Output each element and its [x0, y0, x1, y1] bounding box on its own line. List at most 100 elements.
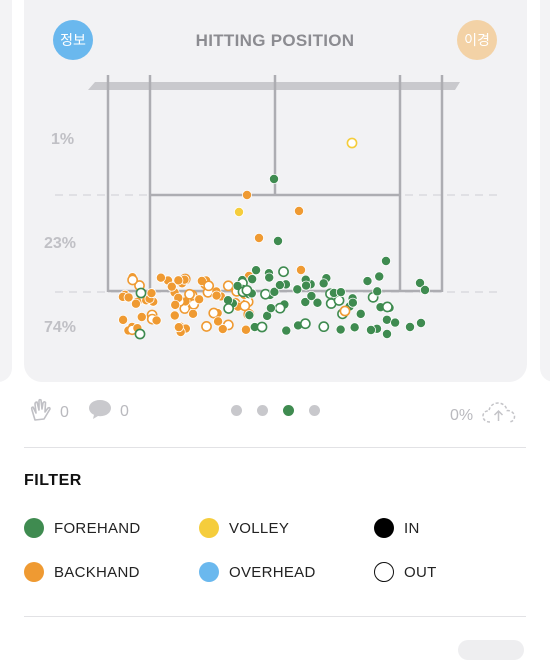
shot-marker	[281, 325, 292, 336]
shot-marker	[355, 308, 366, 319]
shot-marker	[166, 281, 177, 292]
shot-marker	[135, 287, 147, 299]
player-badge-right[interactable]: 이경	[457, 20, 497, 60]
shot-marker	[404, 321, 415, 332]
shot-marker	[241, 284, 253, 296]
shot-marker	[265, 303, 276, 314]
filter-volley-label: VOLLEY	[229, 519, 290, 537]
court-lines	[106, 75, 444, 293]
upload-stat[interactable]: 0%	[450, 400, 517, 431]
shot-marker	[194, 294, 205, 305]
shot-marker	[222, 280, 234, 292]
shot-marker	[136, 312, 147, 323]
player-badge-left[interactable]: 정보	[53, 20, 93, 60]
shot-marker	[318, 278, 329, 289]
shot-marker	[256, 321, 268, 333]
shot-marker	[208, 307, 220, 319]
shot-marker	[203, 280, 215, 292]
filter-out[interactable]: OUT	[374, 562, 437, 582]
out-swatch	[374, 562, 394, 582]
in-swatch	[374, 518, 394, 538]
shot-marker	[335, 324, 346, 335]
filter-backhand-label: BACKHAND	[54, 563, 140, 581]
shot-marker	[223, 303, 235, 314]
filter-forehand-label: FOREHAND	[54, 519, 141, 537]
section-divider	[24, 447, 526, 448]
shot-marker	[339, 305, 351, 317]
filter-forehand[interactable]: FOREHAND	[24, 518, 141, 538]
shot-marker	[253, 232, 264, 243]
shot-marker	[292, 284, 303, 295]
shot-marker	[130, 298, 141, 309]
shot-marker	[233, 206, 244, 217]
shot-marker	[251, 265, 262, 276]
shot-marker	[312, 297, 323, 308]
shot-marker	[300, 297, 311, 308]
speech-bubble-icon	[88, 398, 112, 425]
filter-in[interactable]: IN	[374, 518, 420, 538]
filter-volley[interactable]: VOLLEY	[199, 518, 289, 538]
shot-marker	[365, 324, 376, 335]
filter-backhand[interactable]: BACKHAND	[24, 562, 140, 582]
shot-marker	[244, 310, 255, 321]
comments-count: 0	[120, 402, 129, 420]
shot-marker	[382, 301, 393, 313]
page-dot-4[interactable]	[309, 405, 320, 416]
filter-overhead-label: OVERHEAD	[229, 563, 316, 581]
shot-marker	[260, 288, 271, 300]
shot-marker	[241, 189, 252, 200]
shot-markers	[117, 137, 430, 340]
forehand-swatch	[24, 518, 44, 538]
shot-marker	[155, 272, 166, 283]
shot-marker	[335, 287, 346, 298]
page-dot-2[interactable]	[257, 405, 268, 416]
shot-marker	[274, 302, 286, 314]
shot-marker	[169, 310, 180, 321]
card-title: HITTING POSITION	[195, 31, 355, 50]
shot-marker	[318, 321, 330, 333]
shot-marker	[415, 317, 426, 328]
shot-marker	[306, 291, 317, 302]
toggle-switch[interactable]	[458, 640, 524, 660]
shot-marker	[127, 274, 139, 286]
shot-marker	[372, 286, 383, 297]
shot-marker	[240, 324, 251, 335]
shot-marker	[362, 276, 373, 287]
filter-overhead[interactable]: OVERHEAD	[199, 562, 316, 582]
shot-marker	[146, 288, 157, 299]
backhand-swatch	[24, 562, 44, 582]
cloud-upload-icon[interactable]	[481, 400, 517, 431]
shot-marker	[349, 322, 360, 333]
shot-marker	[268, 173, 279, 184]
page-indicator[interactable]	[231, 405, 320, 416]
shot-marker	[173, 275, 184, 286]
page-dot-1[interactable]	[231, 405, 242, 416]
shot-marker	[390, 317, 401, 328]
shot-marker	[118, 314, 129, 325]
percent-label-mid: 23%	[44, 235, 77, 252]
comments-stat[interactable]: 0	[88, 398, 129, 425]
shot-marker	[247, 274, 258, 285]
shot-marker	[201, 321, 212, 332]
upload-percent: 0%	[450, 406, 474, 424]
percent-label-back: 74%	[44, 319, 77, 336]
shot-marker	[269, 286, 280, 297]
clap-icon	[30, 398, 52, 427]
filter-out-label: OUT	[404, 563, 437, 581]
overhead-swatch	[199, 562, 219, 582]
shot-marker	[272, 235, 283, 246]
shot-marker	[347, 297, 358, 308]
shot-marker	[301, 280, 312, 291]
shot-marker	[173, 322, 184, 333]
shot-marker	[295, 264, 306, 275]
court-diagram	[55, 75, 497, 340]
shot-marker	[213, 316, 224, 327]
percent-label-front: 1%	[51, 131, 75, 148]
shot-marker	[274, 280, 285, 291]
filter-title: FILTER	[24, 472, 82, 489]
page-dot-3-active[interactable]	[283, 405, 294, 416]
shot-marker	[123, 292, 134, 303]
shot-marker	[346, 137, 358, 149]
bottom-divider	[24, 616, 526, 617]
likes-stat[interactable]: 0	[30, 398, 69, 427]
